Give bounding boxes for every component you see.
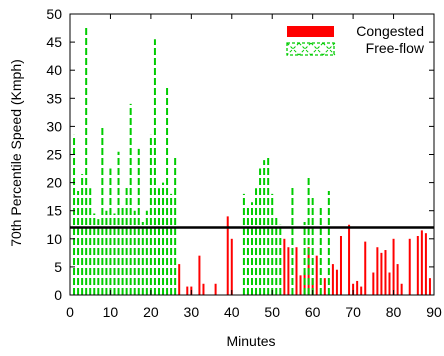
y-tick-label: 30 <box>46 118 62 134</box>
legend-label-congested: Congested <box>356 23 424 39</box>
y-tick-label: 50 <box>46 6 62 22</box>
x-tick-label: 0 <box>66 304 74 320</box>
x-tick-label: 60 <box>305 304 321 320</box>
x-tick-label: 30 <box>184 304 200 320</box>
bars-layer <box>73 28 431 295</box>
x-tick-label: 80 <box>386 304 402 320</box>
legend: Congested Free-flow <box>286 23 425 56</box>
axes-layer: 0 5 10 15 20 25 30 35 40 45 50 0 10 20 30 40 50 60 70 80 90 <box>46 6 442 320</box>
legend-swatch-congested <box>287 26 334 37</box>
y-tick-label: 10 <box>46 231 62 247</box>
y-tick-label: 25 <box>46 147 62 163</box>
legend-label-free-flow: Free-flow <box>366 40 425 56</box>
x-tick-label: 70 <box>345 304 361 320</box>
y-tick-label: 5 <box>54 259 62 275</box>
x-axis-label: Minutes <box>226 333 275 349</box>
y-tick-label: 20 <box>46 175 62 191</box>
y-tick-label: 35 <box>46 90 62 106</box>
x-tick-label: 50 <box>264 304 280 320</box>
x-tick-label: 10 <box>103 304 119 320</box>
legend-swatch-free-flow <box>286 42 336 56</box>
y-axis-label: 70th Percentile Speed (Kmph) <box>8 59 24 247</box>
y-tick-label: 40 <box>46 62 62 78</box>
y-tick-label: 15 <box>46 203 62 219</box>
y-tick-label: 45 <box>46 34 62 50</box>
y-tick-label: 0 <box>54 287 62 303</box>
x-tick-label: 90 <box>426 304 442 320</box>
x-tick-label: 40 <box>224 304 240 320</box>
x-tick-label: 20 <box>143 304 159 320</box>
